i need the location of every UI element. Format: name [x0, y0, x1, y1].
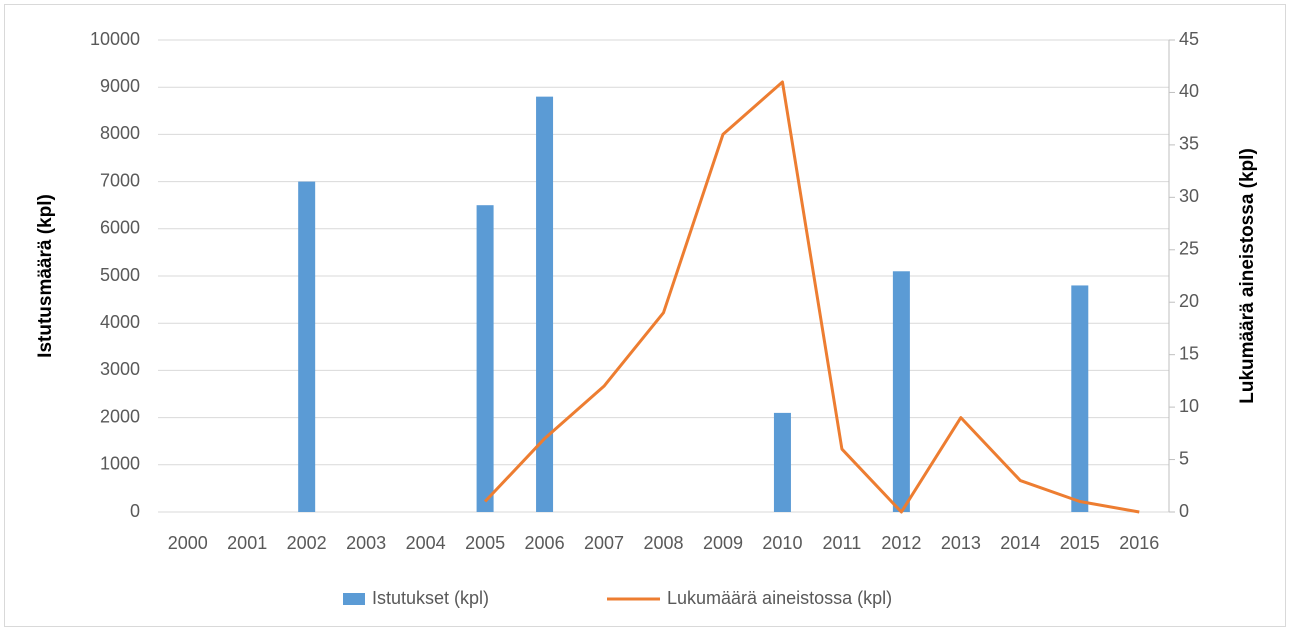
- x-tick-label: 2015: [1060, 533, 1100, 553]
- x-tick-label: 2014: [1000, 533, 1040, 553]
- y-tick-label: 0: [130, 501, 140, 521]
- x-tick-label: 2002: [287, 533, 327, 553]
- y-tick-label: 5000: [100, 265, 140, 285]
- x-tick-label: 2010: [762, 533, 802, 553]
- bar: [476, 205, 494, 512]
- y2-tick-label: 25: [1179, 239, 1199, 259]
- bar: [1071, 285, 1089, 512]
- x-tick-label: 2005: [465, 533, 505, 553]
- x-tick-label: 2011: [823, 533, 862, 553]
- y2-axis-title: Lukumäärä aineistossa (kpl): [1237, 148, 1258, 404]
- x-tick-label: 2009: [703, 533, 743, 553]
- y-tick-label: 3000: [100, 359, 140, 379]
- legend-label: Lukumäärä aineistossa (kpl): [667, 588, 892, 608]
- y2-tick-label: 40: [1179, 81, 1199, 101]
- bar: [773, 412, 791, 512]
- y2-tick-label: 5: [1179, 448, 1189, 468]
- x-tick-label: 2001: [227, 533, 267, 553]
- bar: [298, 181, 316, 512]
- x-tick-label: 2008: [643, 533, 683, 553]
- legend-swatch: [343, 593, 365, 605]
- y2-tick-label: 20: [1179, 291, 1199, 311]
- y-tick-label: 6000: [100, 218, 140, 238]
- y-tick-label: 7000: [100, 170, 140, 190]
- y-tick-label: 10000: [90, 29, 140, 49]
- y-tick-label: 4000: [100, 312, 140, 332]
- y-tick-label: 1000: [100, 454, 140, 474]
- y2-tick-label: 15: [1179, 343, 1199, 363]
- x-tick-label: 2000: [168, 533, 208, 553]
- y2-tick-label: 45: [1179, 29, 1199, 49]
- x-tick-label: 2013: [941, 533, 981, 553]
- y2-tick-label: 0: [1179, 501, 1189, 521]
- x-tick-label: 2016: [1119, 533, 1159, 553]
- y2-tick-label: 30: [1179, 186, 1199, 206]
- y-tick-label: 8000: [100, 123, 140, 143]
- y-tick-label: 9000: [100, 76, 140, 96]
- y-axis-title: Istutusmäärä (kpl): [35, 194, 56, 358]
- bar: [892, 271, 910, 512]
- y-tick-label: 2000: [100, 406, 140, 426]
- y2-tick-label: 35: [1179, 134, 1199, 154]
- bar: [536, 96, 554, 512]
- y2-tick-label: 10: [1179, 396, 1199, 416]
- x-tick-label: 2007: [584, 533, 624, 553]
- legend-label: Istutukset (kpl): [372, 588, 489, 608]
- x-tick-label: 2012: [881, 533, 921, 553]
- x-tick-label: 2004: [406, 533, 446, 553]
- x-tick-label: 2006: [525, 533, 565, 553]
- x-tick-label: 2003: [346, 533, 386, 553]
- line: [483, 80, 1140, 514]
